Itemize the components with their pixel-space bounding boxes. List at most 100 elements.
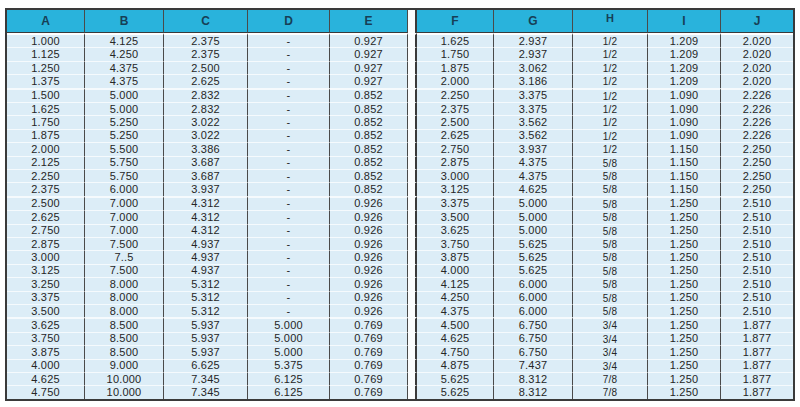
- column-header-j: J: [721, 10, 793, 33]
- table-row: 4.62510.0007.3456.1250.7695.6258.3127/81…: [7, 372, 793, 385]
- cell-d: -: [248, 264, 330, 277]
- column-group-divider: [408, 385, 417, 399]
- table-row: 3.5008.0005.312-0.9264.3756.0005/81.2502…: [7, 304, 793, 317]
- cell-g: 8.312: [494, 372, 573, 385]
- cell-f: 2.250: [417, 88, 494, 102]
- cell-f: 2.375: [417, 102, 494, 115]
- cell-c: 2.375: [164, 33, 248, 47]
- cell-e: 0.926: [330, 210, 408, 223]
- cell-b: 7.000: [85, 210, 164, 223]
- cell-j: 2.510: [721, 224, 793, 237]
- cell-b: 8.500: [85, 332, 164, 345]
- column-group-divider: [408, 359, 417, 372]
- cell-i: 1.250: [648, 345, 721, 358]
- cell-f: 2.000: [417, 74, 494, 87]
- cell-b: 7..5: [85, 250, 164, 263]
- cell-h: 1/2: [573, 61, 648, 74]
- cell-f: 4.500: [417, 317, 494, 331]
- cell-g: 5.625: [494, 250, 573, 263]
- cell-h: 5/8: [573, 156, 648, 169]
- cell-d: -: [248, 277, 330, 290]
- cell-c: 5.312: [164, 291, 248, 304]
- cell-d: -: [248, 102, 330, 115]
- cell-e: 0.769: [330, 385, 408, 399]
- cell-i: 1.150: [648, 169, 721, 182]
- cell-g: 3.562: [494, 129, 573, 142]
- cell-j: 2.226: [721, 129, 793, 142]
- cell-f: 1.625: [417, 33, 494, 47]
- cell-h: 5/8: [573, 224, 648, 237]
- cell-e: 0.852: [330, 129, 408, 142]
- cell-c: 2.832: [164, 102, 248, 115]
- cell-i: 1.250: [648, 224, 721, 237]
- table-row: 2.8757.5004.937-0.9263.7505.6255/81.2502…: [7, 237, 793, 250]
- table-row: 2.3756.0003.937-0.8523.1254.6255/81.1502…: [7, 182, 793, 195]
- column-header-b: B: [85, 10, 164, 33]
- cell-e: 0.852: [330, 142, 408, 155]
- column-group-divider: [408, 304, 417, 317]
- cell-d: -: [248, 47, 330, 60]
- cell-d: -: [248, 142, 330, 155]
- cell-j: 2.020: [721, 61, 793, 74]
- table-row: 3.7508.5005.9375.0000.7694.6256.7503/41.…: [7, 332, 793, 345]
- cell-i: 1.209: [648, 33, 721, 47]
- cell-e: 0.927: [330, 33, 408, 47]
- cell-h: 5/8: [573, 237, 648, 250]
- cell-c: 2.375: [164, 47, 248, 60]
- table-row: 1.6255.0002.832-0.8522.3753.3751/21.0902…: [7, 102, 793, 115]
- cell-f: 3.875: [417, 250, 494, 263]
- cell-a: 1.750: [7, 115, 85, 128]
- cell-i: 1.250: [648, 264, 721, 277]
- cell-c: 4.937: [164, 264, 248, 277]
- cell-h: 3/4: [573, 317, 648, 331]
- cell-h: 7/8: [573, 385, 648, 399]
- column-group-divider: [408, 277, 417, 290]
- column-group-divider: [408, 196, 417, 210]
- cell-g: 3.062: [494, 61, 573, 74]
- cell-h: 5/8: [573, 291, 648, 304]
- cell-j: 1.877: [721, 345, 793, 358]
- cell-g: 8.312: [494, 385, 573, 399]
- column-group-divider: [408, 47, 417, 60]
- cell-a: 2.000: [7, 142, 85, 155]
- column-header-f: F: [417, 10, 494, 33]
- cell-d: 6.125: [248, 385, 330, 399]
- cell-f: 5.625: [417, 385, 494, 399]
- cell-b: 8.000: [85, 291, 164, 304]
- cell-i: 1.250: [648, 332, 721, 345]
- table-row: 1.2504.3752.500-0.9271.8753.0621/21.2092…: [7, 61, 793, 74]
- cell-d: -: [248, 129, 330, 142]
- cell-j: 2.020: [721, 33, 793, 47]
- column-group-divider: [408, 33, 417, 47]
- cell-g: 4.625: [494, 182, 573, 195]
- cell-j: 2.226: [721, 115, 793, 128]
- cell-a: 3.125: [7, 264, 85, 277]
- cell-a: 1.875: [7, 129, 85, 142]
- table-row: 1.8755.2503.022-0.8522.6253.5621/21.0902…: [7, 129, 793, 142]
- cell-h: 5/8: [573, 304, 648, 317]
- cell-f: 4.250: [417, 291, 494, 304]
- cell-e: 0.769: [330, 345, 408, 358]
- cell-i: 1.250: [648, 359, 721, 372]
- column-group-divider: [408, 142, 417, 155]
- cell-g: 3.375: [494, 102, 573, 115]
- table-row: 3.8758.5005.9375.0000.7694.7506.7503/41.…: [7, 345, 793, 358]
- cell-j: 2.226: [721, 102, 793, 115]
- cell-d: 6.125: [248, 372, 330, 385]
- cell-h: 3/4: [573, 359, 648, 372]
- cell-e: 0.926: [330, 224, 408, 237]
- cell-i: 1.090: [648, 115, 721, 128]
- cell-f: 2.500: [417, 115, 494, 128]
- cell-a: 2.625: [7, 210, 85, 223]
- cell-c: 3.386: [164, 142, 248, 155]
- column-group-divider: [408, 291, 417, 304]
- cell-a: 3.625: [7, 317, 85, 331]
- header-row: A B C D E F G H I J: [7, 10, 793, 33]
- table-row: 4.0009.0006.6255.3750.7694.8757.4373/41.…: [7, 359, 793, 372]
- cell-g: 3.937: [494, 142, 573, 155]
- cell-i: 1.250: [648, 304, 721, 317]
- cell-j: 1.877: [721, 332, 793, 345]
- cell-f: 1.875: [417, 61, 494, 74]
- cell-b: 7.000: [85, 196, 164, 210]
- table-row: 2.6257.0004.312-0.9263.5005.0005/81.2502…: [7, 210, 793, 223]
